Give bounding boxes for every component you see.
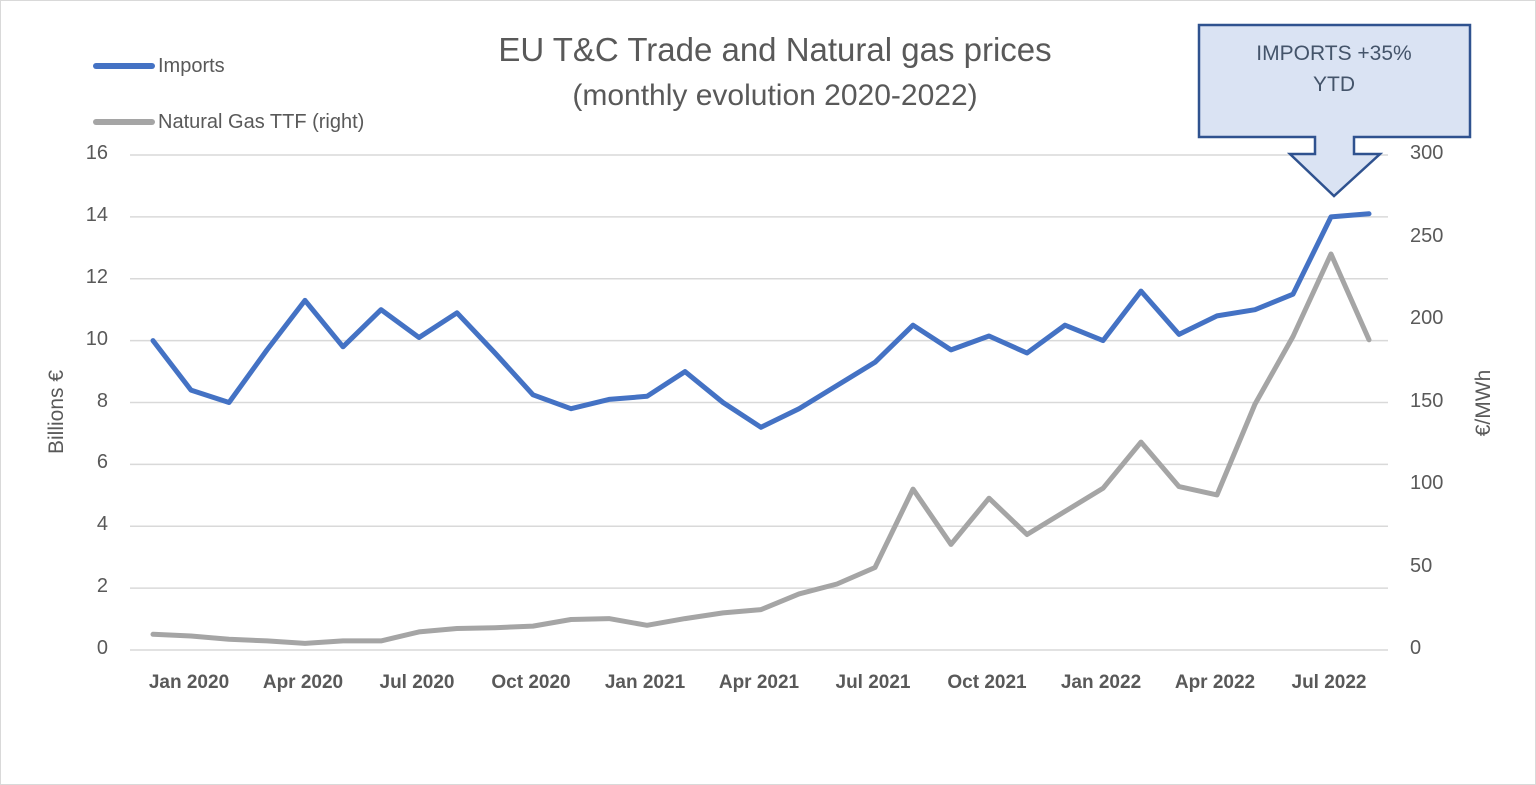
y-right-tick-0: 0	[1410, 637, 1422, 659]
y-left-tick-4: 4	[96, 513, 108, 536]
series-line-imports	[150, 211, 1372, 430]
x-tick-apr-2021: Apr 2021	[718, 672, 800, 693]
y-left-tick-14: 14	[85, 203, 108, 226]
y-right-tick-250: 250	[1410, 224, 1444, 247]
y-right-tick-300: 300	[1410, 142, 1444, 164]
chart-subtitle: (monthly evolution 2020-2022)	[572, 79, 978, 112]
y-left-tick-0: 0	[96, 637, 108, 659]
callout-arrow	[1197, 23, 1472, 198]
y-right-tick-100: 100	[1410, 472, 1444, 494]
gridlines	[130, 154, 1388, 651]
callout-annotation-text: IMPORTS +35% YTD	[1198, 38, 1470, 100]
legend-swatch-imports	[93, 63, 155, 69]
x-tick-jul-2020: Jul 2020	[379, 672, 455, 693]
callout-line-2: YTD	[1313, 73, 1355, 96]
x-tick-jul-2021: Jul 2021	[835, 672, 911, 693]
legend-label-gas: Natural Gas TTF (right)	[158, 110, 365, 133]
x-tick-apr-2022: Apr 2022	[1174, 672, 1256, 693]
legend-item-gas: Natural Gas TTF (right)	[93, 94, 364, 150]
x-tick-jan-2021: Jan 2021	[604, 672, 686, 693]
y-left-tick-2: 2	[96, 575, 108, 598]
y-left-tick-8: 8	[96, 389, 108, 412]
legend: Imports Natural Gas TTF (right)	[93, 38, 364, 150]
y-right-tick-150: 150	[1410, 389, 1444, 412]
series-lines	[150, 211, 1372, 646]
x-tick-jan-2022: Jan 2022	[1060, 672, 1142, 693]
chart-title: EU T&C Trade and Natural gas prices	[498, 31, 1052, 68]
legend-swatch-gas	[93, 119, 155, 125]
callout-line-1: IMPORTS +35%	[1256, 42, 1412, 65]
x-tick-apr-2020: Apr 2020	[262, 672, 344, 693]
y-axis-right-title: €/MWh	[1472, 369, 1495, 437]
callout-shape	[1197, 23, 1472, 198]
legend-label-imports: Imports	[158, 54, 225, 77]
x-tick-jan-2020: Jan 2020	[148, 672, 230, 693]
y-left-tick-16: 16	[85, 142, 108, 164]
x-tick-oct-2021: Oct 2021	[947, 672, 1027, 693]
y-axis-left-title: Billions €	[45, 369, 68, 455]
y-right-tick-50: 50	[1410, 554, 1433, 577]
y-left-tick-10: 10	[85, 327, 108, 350]
y-left-tick-6: 6	[96, 451, 108, 474]
y-left-tick-12: 12	[85, 265, 108, 288]
series-line-gas	[150, 251, 1372, 646]
x-tick-oct-2020: Oct 2020	[491, 672, 571, 693]
legend-item-imports: Imports	[93, 38, 364, 94]
x-tick-jul-2022: Jul 2022	[1291, 672, 1367, 693]
y-right-tick-200: 200	[1410, 307, 1444, 329]
